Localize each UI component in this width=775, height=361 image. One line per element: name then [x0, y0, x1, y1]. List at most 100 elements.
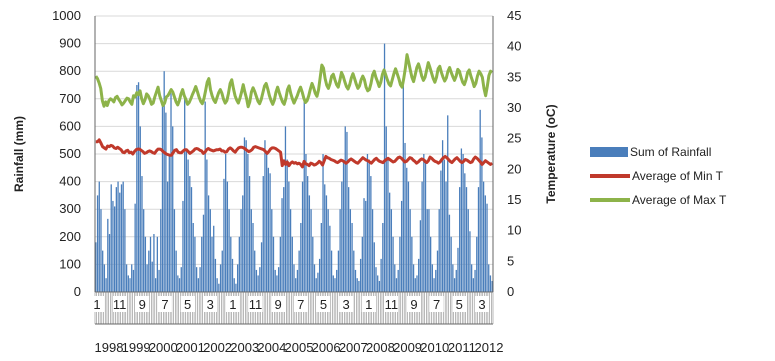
month-label-bg — [293, 296, 308, 312]
rainfall-bar — [424, 159, 427, 292]
rainfall-bar — [102, 250, 104, 292]
rainfall-bar — [477, 187, 480, 292]
left-tick-label: 800 — [59, 63, 81, 78]
rainfall-bar — [453, 278, 456, 292]
rainfall-bar — [228, 209, 230, 292]
month-label-bg — [339, 296, 354, 312]
rainfall-bar — [233, 278, 235, 292]
month-label-bg — [452, 296, 467, 312]
x-year-labels: 1998199920002001200220032004200520062007… — [95, 340, 504, 355]
month-label-bg — [112, 296, 127, 312]
rainfall-bar — [257, 275, 259, 292]
month-label-bg — [225, 296, 240, 312]
month-label: 9 — [275, 297, 282, 312]
rainfall-bar — [163, 71, 165, 292]
rainfall-bar — [252, 223, 254, 292]
rainfall-bar — [132, 269, 135, 292]
right-tick-label: 40 — [507, 39, 521, 54]
month-label-bg — [474, 296, 489, 312]
rainfall-bar — [479, 109, 481, 292]
rainfall-bar — [318, 258, 321, 292]
rainfall-bar — [472, 278, 475, 292]
rainfall-bar — [339, 209, 341, 292]
rainfall-bar — [325, 195, 328, 292]
rainfall-bar — [182, 200, 184, 292]
rainfall-bar — [259, 267, 261, 292]
rainfall-bar — [288, 181, 290, 292]
right-tick-label: 30 — [507, 100, 521, 115]
legend-swatch-rainfall — [590, 147, 628, 157]
rainfall-bar — [197, 278, 199, 292]
rainfall-bar — [303, 98, 305, 292]
rainfall-bar — [296, 269, 299, 292]
month-label-bg — [203, 296, 218, 312]
rainfall-bar — [173, 209, 176, 292]
rainfall-bar — [267, 167, 270, 292]
rainfall-bar — [383, 43, 386, 292]
rainfall-bar — [243, 137, 246, 292]
rainfall-bar — [327, 209, 329, 292]
rainfall-bar — [455, 269, 457, 292]
rainfall-bar — [247, 154, 249, 292]
rainfall-bar — [165, 112, 167, 292]
month-label: 11 — [385, 297, 399, 312]
rainfall-bar — [178, 278, 181, 292]
rainfall-bar — [400, 200, 403, 292]
rainfall-bar — [291, 236, 293, 292]
rainfall-bar — [380, 258, 382, 292]
left-tick-label: 900 — [59, 36, 81, 51]
year-label: 2004 — [257, 340, 286, 355]
rainfall-bar — [440, 170, 442, 292]
rainfall-bar — [120, 184, 123, 292]
rainfall-bar — [221, 250, 223, 292]
rainfall-bar — [190, 187, 193, 292]
rainfall-bar — [467, 209, 469, 292]
legend-item-rainfall: Sum of Rainfall — [590, 140, 726, 164]
rainfall-bar — [406, 167, 408, 292]
rainfall-bar — [254, 250, 256, 292]
rainfall-bar — [346, 131, 348, 292]
rainfall-bar — [271, 209, 273, 292]
rainfall-bar — [277, 267, 280, 292]
rainfall-bar — [281, 198, 283, 292]
rainfall-bar — [382, 223, 384, 292]
rainfall-bar — [430, 236, 432, 292]
rainfall-bar — [322, 154, 324, 292]
rainfall-bar — [195, 267, 198, 292]
rainfall-bar — [464, 173, 466, 292]
rainfall-bar — [307, 176, 309, 292]
rainfall-bar — [459, 187, 461, 292]
month-label: 5 — [320, 297, 327, 312]
left-tick-label: 400 — [59, 174, 81, 189]
legend-label-max-t: Average of Max T — [632, 193, 727, 207]
left-tick-label: 600 — [59, 118, 81, 133]
rainfall-bar — [363, 198, 365, 292]
rainfall-bar — [450, 236, 452, 292]
month-label: 7 — [433, 297, 440, 312]
rainfall-bar — [160, 209, 162, 292]
rainfall-bar — [100, 209, 102, 292]
rainfall-bar — [315, 278, 317, 292]
rainfall-bar — [112, 200, 114, 292]
left-axis-tick-labels: 0 100 200 300 400 500 600 700 800 900 1000 — [52, 8, 81, 299]
rainfall-bar — [330, 250, 333, 292]
rainfall-bar — [213, 225, 215, 292]
month-label-bg — [135, 296, 150, 312]
rainfall-bar — [192, 223, 194, 292]
rainfall-bar — [469, 231, 471, 292]
month-label-bg — [271, 296, 286, 312]
rainfall-bar — [298, 250, 300, 292]
rainfall-bar — [122, 181, 124, 292]
rainfall-bar — [144, 236, 147, 292]
rainfall-bar — [230, 236, 232, 292]
rainfall-bar — [312, 236, 314, 292]
rainfall-bar — [143, 209, 145, 292]
rainfall-bar — [95, 242, 97, 292]
rainfall-bar — [264, 140, 266, 292]
rainfall-bar — [223, 178, 225, 292]
rainfall-bar — [399, 236, 401, 292]
year-label: 2009 — [393, 340, 422, 355]
right-tick-label: 10 — [507, 223, 521, 238]
rainfall-bar — [423, 154, 425, 292]
